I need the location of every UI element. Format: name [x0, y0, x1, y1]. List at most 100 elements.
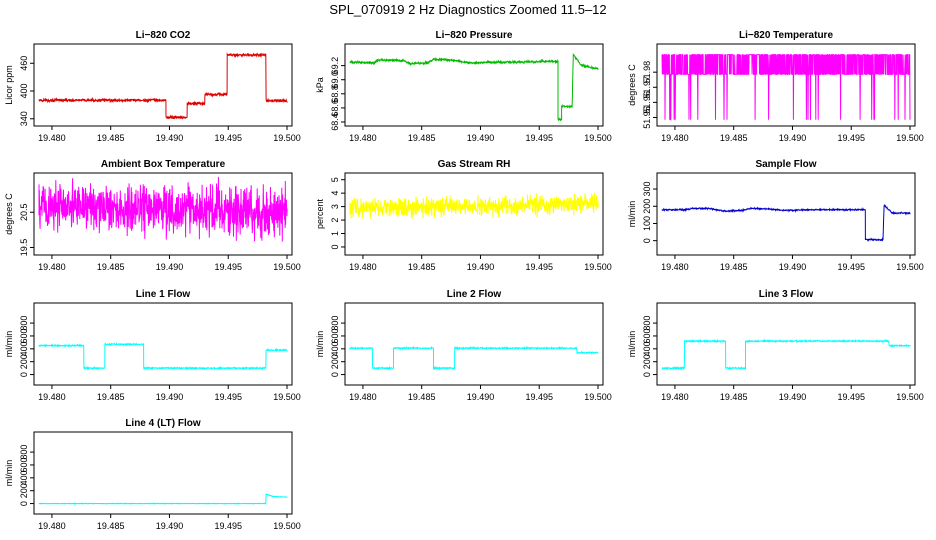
x-tick-label: 19.500: [896, 262, 924, 272]
panel-9: Line 3 Flow 19.480 19.485 19.490 19.495 19.50…: [627, 289, 924, 402]
panel-7: Line 1 Flow 19.480 19.485 19.490 19.495 19.50…: [4, 289, 301, 402]
x-tick-label: 19.495: [837, 262, 865, 272]
plot-frame: [33, 172, 293, 256]
plot-frame: [344, 43, 604, 127]
x-tick-label: 19.480: [38, 392, 66, 402]
y-tick-label: 600: [19, 457, 29, 472]
y-axis-label: ml/min: [4, 460, 14, 487]
x-tick-label: 19.480: [349, 392, 377, 402]
y-tick-label: 0: [19, 372, 29, 377]
y-axis-label: kPa: [315, 77, 325, 93]
x-tick-label: 19.495: [837, 133, 865, 143]
y-tick-label: 51.96: [642, 91, 652, 114]
plot-frame: [656, 43, 916, 127]
x-tick-label: 19.480: [349, 262, 377, 272]
series-line: [661, 338, 911, 371]
y-tick-label: 460: [19, 56, 29, 71]
x-tick-label: 19.490: [156, 133, 184, 143]
y-tick-label: 68.8: [330, 85, 340, 103]
y-tick-label: 800: [19, 445, 29, 460]
x-tick-label: 19.485: [408, 392, 436, 402]
x-tick-label: 19.490: [156, 521, 184, 531]
panel-title: Gas Stream RH: [438, 159, 511, 170]
y-tick-label: 200: [19, 483, 29, 498]
y-tick-label: 200: [642, 354, 652, 369]
panel-title: Li−820 CO2: [136, 30, 191, 41]
y-tick-label: 200: [642, 199, 652, 214]
y-tick-label: 100: [642, 216, 652, 231]
y-tick-label: 51.95: [642, 106, 652, 129]
y-tick-label: 400: [19, 341, 29, 356]
y-tick-label: 200: [19, 354, 29, 369]
y-axis-label: percent: [315, 198, 325, 229]
y-axis-label: ml/min: [4, 331, 14, 358]
y-axis-label: ml/min: [315, 331, 325, 358]
series-line: [38, 341, 288, 371]
series-line: [661, 54, 911, 121]
series-line: [349, 345, 599, 371]
y-tick-label: 400: [19, 83, 29, 98]
x-tick-label: 19.495: [525, 133, 553, 143]
y-tick-label: 0: [642, 372, 652, 377]
x-tick-label: 19.480: [661, 133, 689, 143]
y-tick-label: 0: [19, 501, 29, 506]
x-tick-label: 19.490: [779, 262, 807, 272]
panel-title: Li−820 Pressure: [436, 30, 513, 41]
x-tick-label: 19.495: [214, 133, 242, 143]
y-axis-label: ml/min: [627, 201, 637, 228]
y-tick-label: 4: [330, 191, 340, 196]
y-tick-label: 69.0: [330, 71, 340, 89]
x-tick-label: 19.480: [38, 133, 66, 143]
plot-frame: [33, 431, 293, 515]
x-tick-label: 19.485: [97, 133, 125, 143]
y-axis-label: degrees C: [4, 193, 14, 235]
x-tick-label: 19.490: [779, 392, 807, 402]
series-line: [38, 493, 288, 506]
series-line: [38, 176, 288, 242]
x-tick-label: 19.490: [779, 133, 807, 143]
x-tick-label: 19.490: [156, 262, 184, 272]
x-tick-label: 19.500: [273, 262, 301, 272]
panel-title: Sample Flow: [755, 159, 816, 170]
panel-title: Line 2 Flow: [447, 289, 502, 300]
x-tick-label: 19.495: [214, 392, 242, 402]
y-tick-label: 51.98: [642, 61, 652, 84]
x-tick-label: 19.485: [408, 133, 436, 143]
x-tick-label: 19.500: [584, 262, 612, 272]
x-tick-label: 19.485: [720, 133, 748, 143]
series-line: [349, 53, 599, 122]
x-tick-label: 19.495: [837, 392, 865, 402]
x-tick-label: 19.485: [97, 392, 125, 402]
x-tick-label: 19.495: [525, 262, 553, 272]
y-tick-label: 1: [330, 231, 340, 236]
y-tick-label: 600: [330, 328, 340, 343]
panel-5: Gas Stream RH 19.480 19.485 19.490 19.495 19.…: [315, 159, 612, 272]
y-tick-label: 400: [19, 470, 29, 485]
y-axis-label: Licor ppm: [4, 65, 14, 105]
plot-frame: [33, 302, 293, 386]
panel-10: Line 4 (LT) Flow 19.480 19.485 19.490 19.495…: [4, 418, 301, 531]
series-line: [38, 52, 288, 120]
x-tick-label: 19.500: [584, 392, 612, 402]
x-tick-label: 19.500: [273, 521, 301, 531]
y-axis-label: ml/min: [627, 331, 637, 358]
y-tick-label: 800: [19, 316, 29, 331]
y-tick-label: 600: [642, 328, 652, 343]
panel-1: Li−820 CO2 19.480 19.485 19.490 19.495 19.500…: [4, 30, 301, 143]
panel-4: Ambient Box Temperature 19.480 19.485 19.49…: [4, 159, 301, 272]
y-tick-label: 68.4: [330, 113, 340, 131]
x-tick-label: 19.490: [467, 133, 495, 143]
y-tick-label: 400: [642, 341, 652, 356]
y-tick-label: 51.97: [642, 76, 652, 99]
y-tick-label: 3: [330, 204, 340, 209]
y-axis-label: degrees C: [627, 64, 637, 106]
y-tick-label: 200: [330, 354, 340, 369]
panel-3: Li−820 Temperature 19.480 19.485 19.490 19.4…: [627, 30, 924, 143]
plot-frame: [33, 43, 293, 127]
plot-frame: [656, 172, 916, 256]
x-tick-label: 19.495: [214, 521, 242, 531]
x-tick-label: 19.485: [720, 262, 748, 272]
x-tick-label: 19.490: [467, 392, 495, 402]
y-tick-label: 340: [19, 111, 29, 126]
x-tick-label: 19.500: [896, 392, 924, 402]
